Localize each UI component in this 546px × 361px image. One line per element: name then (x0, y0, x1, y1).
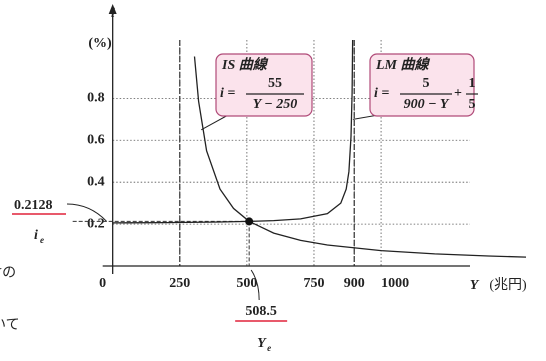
pointer (66, 203, 108, 222)
pointer (250, 269, 260, 301)
formula-plus: + (454, 86, 462, 101)
formula-lhs: i = (374, 86, 389, 101)
formula-den: 900 − Y (404, 97, 450, 112)
formula-lhs: i = (220, 86, 235, 101)
x-axis-label: Y (470, 278, 480, 293)
legend-label: IS 曲線 (221, 56, 269, 73)
x-tick-label: 500 (236, 276, 257, 291)
x-tick-label: 1000 (381, 276, 409, 291)
equilibrium-x-label: 508.5 (245, 304, 277, 319)
y-tick-label: 0.2 (87, 216, 105, 231)
y-axis-unit: (%) (88, 36, 112, 51)
x-tick-label: 900 (344, 276, 365, 291)
annotation: いて (0, 318, 20, 333)
formula-den: 5 (469, 97, 476, 112)
y-tick-label: 0.8 (87, 91, 105, 106)
formula-num: 5 (423, 76, 430, 91)
equilibrium-y-sub: e (40, 235, 44, 245)
legend-label: LM 曲線 (375, 56, 430, 73)
leader (201, 113, 231, 131)
x-tick-label: 0 (99, 276, 106, 291)
x-tick-label: 750 (303, 276, 324, 291)
legend-box (369, 53, 475, 117)
curve (112, 40, 354, 224)
equilibrium-y-name: i (34, 228, 38, 243)
formula-num: 55 (268, 76, 282, 91)
annotation: Yの (0, 266, 16, 281)
equilibrium-x-sub: e (267, 343, 271, 353)
equilibrium-y-label: 0.2128 (14, 198, 53, 213)
formula-num: 1 (469, 76, 476, 91)
y-axis-arrow (108, 4, 117, 14)
y-tick-label: 0.6 (87, 133, 105, 148)
legend-box (215, 53, 313, 117)
x-tick-label: 250 (169, 276, 190, 291)
equilibrium-x-name: Y (257, 336, 267, 351)
curve (193, 56, 527, 258)
x-axis-unit: (兆円) (489, 277, 527, 293)
equilibrium-point (245, 217, 254, 226)
formula-den: Y − 250 (253, 97, 298, 112)
y-tick-label: 0.4 (87, 174, 105, 189)
